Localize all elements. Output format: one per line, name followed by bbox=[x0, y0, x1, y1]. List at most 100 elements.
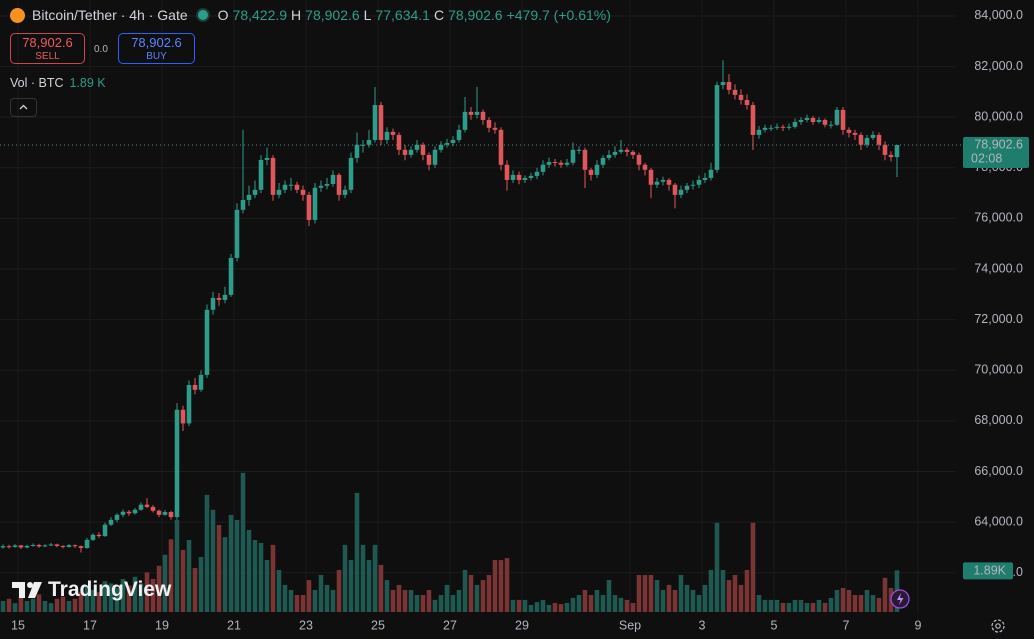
volume-bar bbox=[516, 599, 522, 612]
candle-body bbox=[864, 137, 870, 145]
volume-bar bbox=[462, 569, 468, 612]
symbol-header: Bitcoin/Tether · 4h · Gate O 78,422.9 H 78… bbox=[10, 7, 611, 23]
candle-body bbox=[462, 111, 468, 130]
candle-body bbox=[162, 512, 168, 515]
volume-bar bbox=[510, 599, 516, 612]
symbol-title[interactable]: Bitcoin/Tether · 4h · Gate bbox=[32, 7, 188, 23]
volume-bar bbox=[162, 554, 168, 612]
volume-bar bbox=[48, 603, 54, 612]
candle-body bbox=[78, 546, 84, 548]
candle-body bbox=[582, 149, 588, 170]
volume-bar bbox=[774, 599, 780, 612]
volume-bar bbox=[6, 598, 12, 612]
candle-body bbox=[156, 510, 162, 515]
candle-body bbox=[270, 157, 276, 195]
c-label: C bbox=[433, 7, 445, 23]
volume-bar bbox=[624, 599, 630, 612]
volume-bar bbox=[246, 529, 252, 612]
candle-body bbox=[456, 129, 462, 140]
candles bbox=[0, 60, 900, 553]
candle-body bbox=[420, 144, 426, 155]
volume-bar bbox=[876, 597, 882, 612]
candle-body bbox=[432, 149, 438, 165]
volume-bar bbox=[594, 589, 600, 612]
logo-icon bbox=[12, 582, 42, 598]
x-tick-label: Sep bbox=[619, 618, 641, 632]
candle-body bbox=[180, 409, 186, 424]
volume-bar bbox=[168, 539, 174, 612]
volume-bar bbox=[684, 584, 690, 612]
y-tick-label: 82,000.0 bbox=[974, 59, 1023, 73]
volume-bar bbox=[396, 584, 402, 612]
volume-bar bbox=[474, 584, 480, 612]
volume-bar bbox=[576, 595, 582, 612]
candle-body bbox=[816, 119, 822, 122]
candle-body bbox=[366, 139, 372, 145]
buy-label: BUY bbox=[146, 51, 167, 62]
volume-bar bbox=[870, 595, 876, 612]
volume-bar bbox=[366, 560, 372, 612]
candle-body bbox=[0, 546, 6, 548]
buy-price: 78,902.6 bbox=[131, 35, 182, 50]
lightning-icon[interactable] bbox=[890, 589, 910, 609]
candle-body bbox=[636, 154, 642, 165]
candle-body bbox=[468, 111, 474, 115]
volume-bar bbox=[318, 575, 324, 612]
candle-body bbox=[6, 546, 12, 548]
candle-body bbox=[558, 162, 564, 165]
volume-bar bbox=[456, 589, 462, 612]
candle-body bbox=[222, 294, 228, 300]
candle-body bbox=[258, 159, 264, 190]
volume-bar bbox=[420, 595, 426, 612]
volume-bar bbox=[780, 602, 786, 612]
volume-bar bbox=[450, 595, 456, 612]
candle-body bbox=[480, 111, 486, 120]
candle-body bbox=[204, 309, 210, 375]
candle-body bbox=[150, 506, 156, 511]
candle-body bbox=[336, 174, 342, 195]
candle-body bbox=[606, 154, 612, 158]
volume-bar bbox=[738, 584, 744, 612]
volume-bar bbox=[498, 560, 504, 612]
buy-button[interactable]: 78,902.6 BUY bbox=[118, 33, 195, 64]
x-tick-label: 29 bbox=[515, 618, 529, 632]
sell-price: 78,902.6 bbox=[22, 35, 73, 50]
gear-outer bbox=[991, 619, 1005, 633]
volume-bar bbox=[798, 599, 804, 612]
volume-bar bbox=[120, 578, 126, 612]
volume-bar bbox=[432, 599, 438, 612]
candle-body bbox=[702, 177, 708, 180]
candle-body bbox=[888, 154, 894, 158]
x-tick-label: 25 bbox=[371, 618, 385, 632]
candle-body bbox=[54, 544, 60, 546]
change-value: +479.7 (+0.61%) bbox=[506, 7, 611, 23]
volume-bar bbox=[228, 514, 234, 612]
candle-body bbox=[192, 384, 198, 390]
candle-body bbox=[510, 174, 516, 180]
candle-body bbox=[234, 209, 240, 258]
y-tick-label: 66,000.0 bbox=[974, 464, 1023, 478]
volume-bar bbox=[468, 575, 474, 612]
volume-bar bbox=[102, 581, 108, 612]
candle-body bbox=[30, 544, 36, 546]
x-tick-label: 17 bbox=[83, 618, 97, 632]
candle-body bbox=[876, 134, 882, 145]
volume-bar bbox=[816, 599, 822, 612]
volume-bar bbox=[630, 602, 636, 612]
collapse-button[interactable] bbox=[10, 98, 37, 117]
volume-bar bbox=[240, 472, 246, 612]
volume-bar bbox=[18, 596, 24, 612]
candle-body bbox=[384, 131, 390, 140]
watermark: TradingView bbox=[12, 578, 171, 602]
coin-icon bbox=[10, 7, 25, 23]
candle-body bbox=[798, 119, 804, 122]
sell-button[interactable]: 78,902.6 SELL bbox=[10, 33, 85, 64]
settings-icon[interactable] bbox=[991, 619, 1005, 633]
candle-body bbox=[90, 534, 96, 540]
candle-body bbox=[438, 144, 444, 150]
volume-bar bbox=[372, 544, 378, 612]
volume-bar bbox=[312, 589, 318, 612]
last-price-badge bbox=[963, 136, 1029, 168]
volume-bar bbox=[270, 544, 276, 612]
